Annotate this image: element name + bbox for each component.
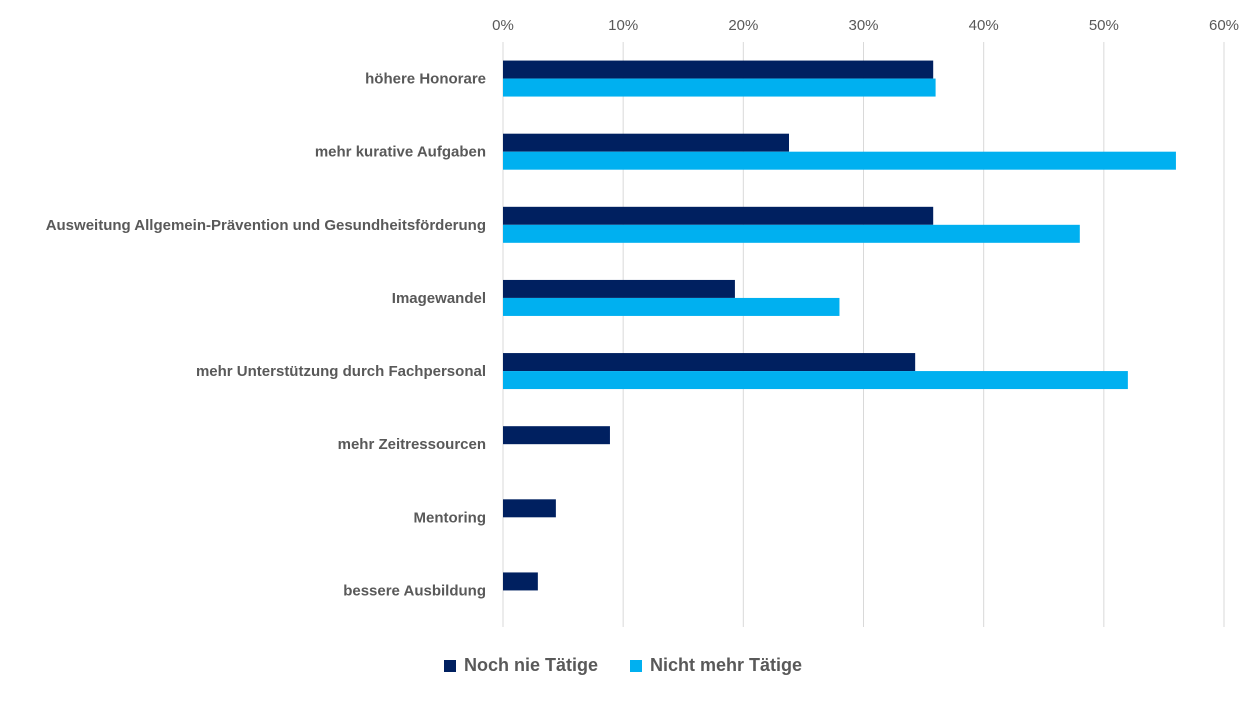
category-label: Ausweitung Allgemein-Prävention und Gesu… [46,217,486,234]
bar-series-1 [503,60,934,79]
bar-series-1 [503,426,610,445]
legend-swatch-series-1 [443,659,456,672]
category-label: bessere Ausbildung [343,582,486,599]
x-tick-label: 40% [969,17,999,34]
legend-label-series-1: Noch nie Tätige [463,655,598,675]
gridlines [502,42,1225,627]
bar-series-1 [503,206,934,225]
bar-series-2 [503,371,1128,390]
legend-item-series-2: Nicht mehr Tätige [629,655,803,676]
legend-swatch-series-2 [629,659,642,672]
x-tick-label: 10% [608,17,638,34]
category-label: mehr Zeitressourcen [338,436,486,453]
x-tick-label: 50% [1089,17,1119,34]
bar-series-2 [503,224,1080,243]
legend-label-series-2: Nicht mehr Tätige [649,655,803,675]
bar-series-1 [503,499,556,518]
x-tick-label: 60% [1209,17,1239,34]
bar-series-1 [503,353,916,372]
legend: Noch nie Tätige Nicht mehr Tätige [0,655,1246,676]
x-tick-label: 30% [848,17,878,34]
category-labels: höhere Honorare mehr kurative Aufgaben Aus… [46,71,486,600]
category-label: Mentoring [414,509,487,526]
category-label: höhere Honorare [365,71,486,88]
bar-series-1 [503,279,735,298]
bars [503,60,1176,591]
bar-series-1 [503,133,789,152]
bar-series-2 [503,297,840,316]
bar-series-2 [503,151,1176,170]
x-tick-label: 0% [492,17,514,34]
x-tick-label: 20% [728,17,758,34]
bar-series-1 [503,572,538,591]
category-label: mehr Unterstützung durch Fachpersonal [196,363,486,380]
category-label: mehr kurative Aufgaben [315,144,486,161]
category-label: Imagewandel [392,290,486,307]
x-tick-labels: 0% 10% 20% 30% 40% 50% 60% [492,17,1239,34]
legend-item-series-1: Noch nie Tätige [443,655,598,676]
bar-series-2 [503,78,936,97]
